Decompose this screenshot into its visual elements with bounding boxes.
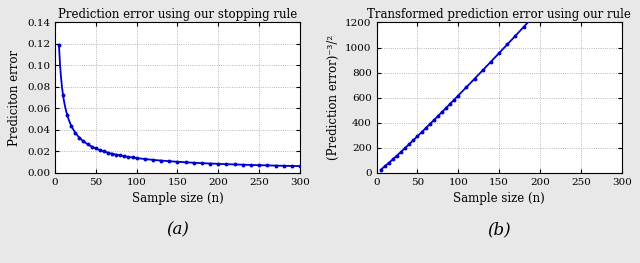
Y-axis label: (Prediction error)⁻³/²: (Prediction error)⁻³/² [326,35,340,160]
Y-axis label: Prediciton error: Prediciton error [8,50,21,146]
Text: (a): (a) [166,221,189,238]
X-axis label: Sample size (n): Sample size (n) [132,192,223,205]
Text: (b): (b) [487,221,511,238]
Title: Transformed prediction error using our rule: Transformed prediction error using our r… [367,8,631,21]
X-axis label: Sample size (n): Sample size (n) [453,192,545,205]
Title: Prediction error using our stopping rule: Prediction error using our stopping rule [58,8,297,21]
